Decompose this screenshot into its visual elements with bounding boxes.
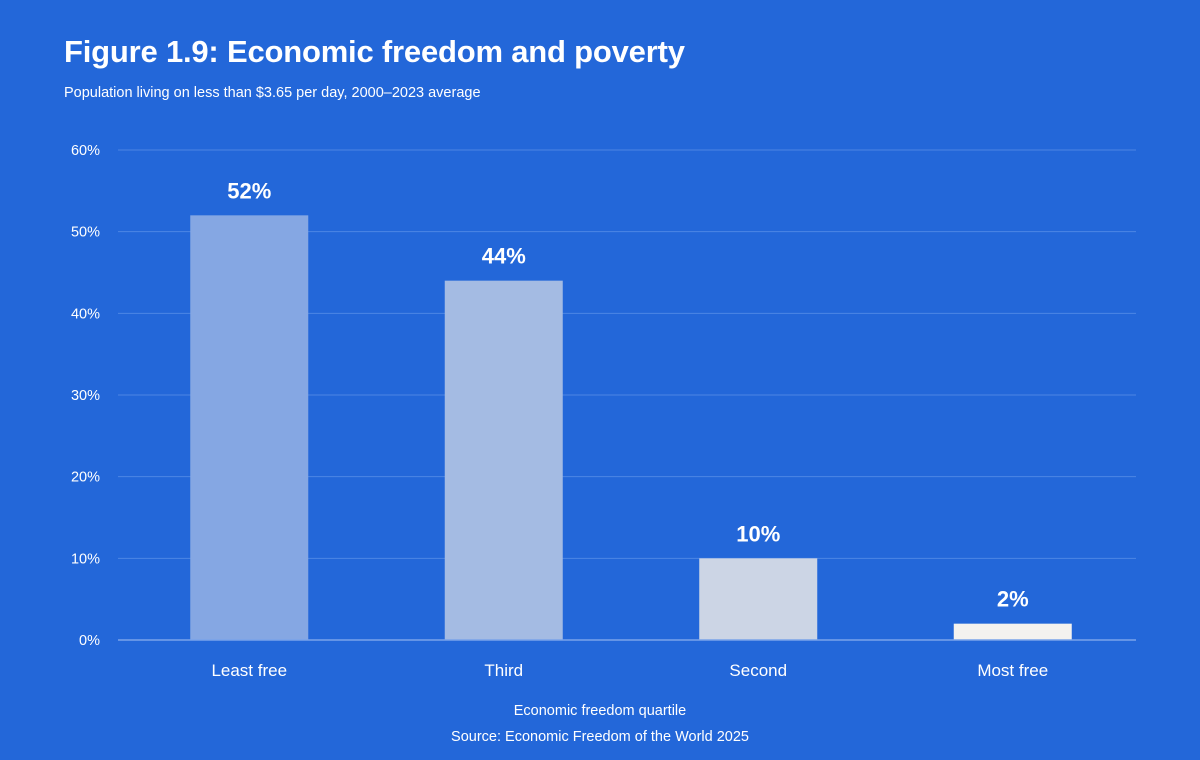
x-axis-label: Economic freedom quartile [513,703,687,719]
y-tick-label: 30% [71,388,100,404]
data-label: 44% [482,244,526,269]
x-tick-label: Most free [977,661,1048,680]
x-tick-label: Second [729,661,787,680]
y-tick-label: 20% [71,470,100,486]
data-label: 10% [736,521,780,546]
chart-title: Figure 1.9: Economic freedom and poverty [64,34,685,69]
y-tick-label: 0% [79,633,100,649]
y-tick-label: 60% [71,143,100,159]
data-label: 2% [997,587,1029,612]
source-note: Source: Economic Freedom of the World 20… [451,729,749,745]
y-tick-label: 40% [71,306,100,322]
bar [953,623,1072,640]
x-tick-label: Third [484,661,523,680]
bar [190,215,309,641]
data-label: 52% [227,178,271,203]
y-tick-label: 50% [71,225,100,241]
chart-subtitle: Population living on less than $3.65 per… [64,85,481,101]
bar [444,280,563,640]
bar [699,558,818,640]
y-tick-label: 10% [71,551,100,567]
x-tick-label: Least free [211,661,287,680]
